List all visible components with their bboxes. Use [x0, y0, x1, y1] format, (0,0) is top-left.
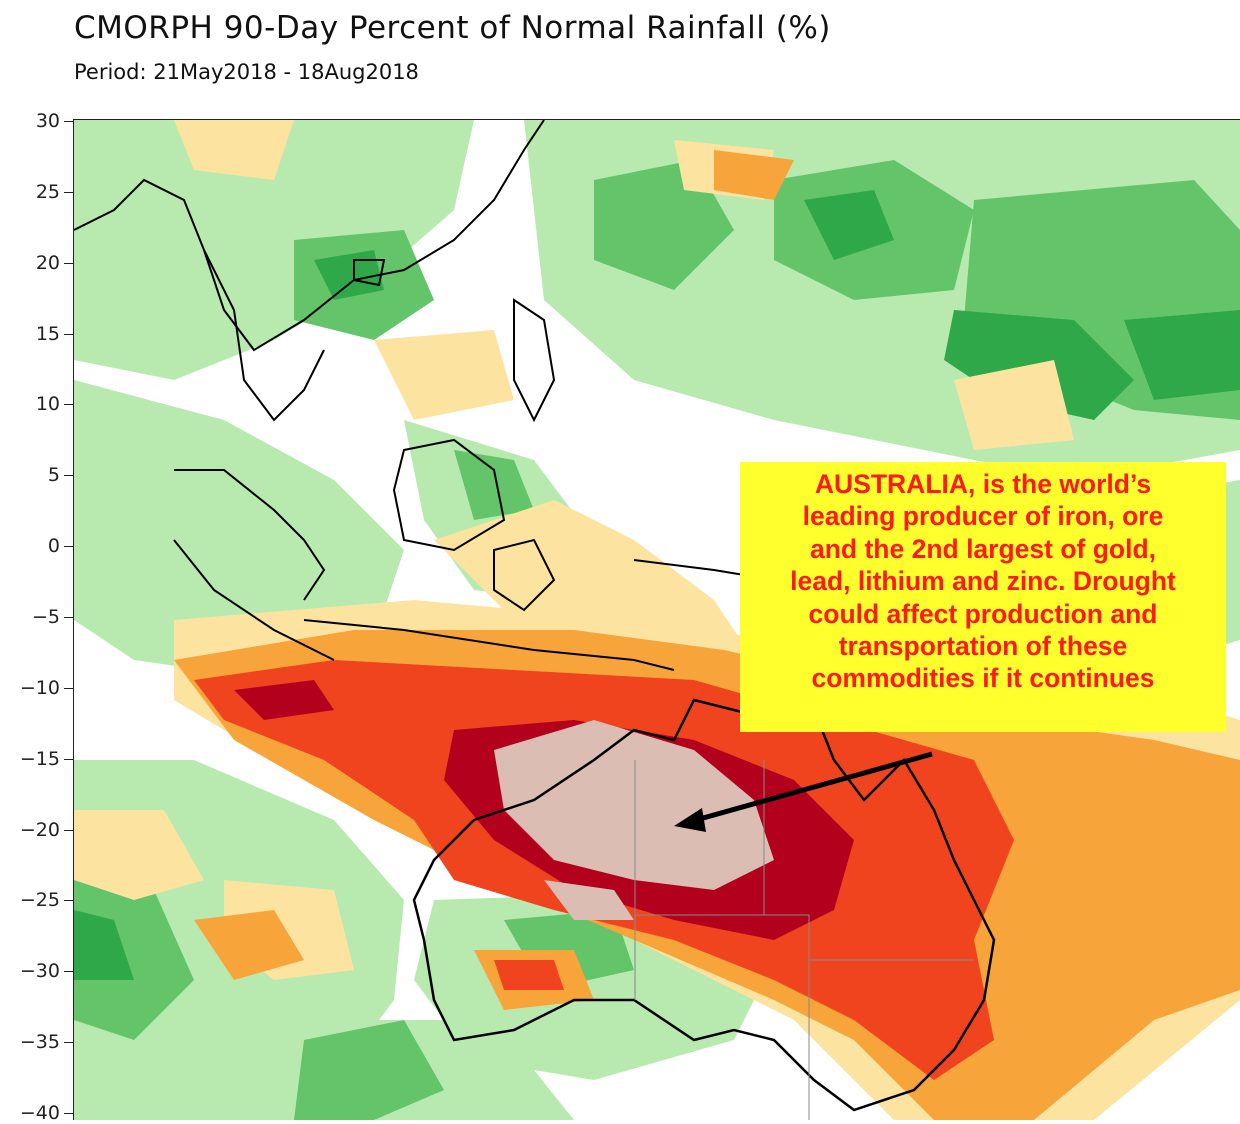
- latitude-tick-mark: [64, 546, 73, 548]
- callout-line: transportation of these: [838, 631, 1128, 662]
- latitude-tick-label: 20: [35, 251, 60, 274]
- latitude-tick-label: −30: [19, 960, 60, 983]
- latitude-tick-mark: [64, 475, 73, 477]
- latitude-tick-mark: [64, 404, 73, 406]
- latitude-tick-label: −35: [19, 1031, 60, 1054]
- latitude-tick-mark: [64, 191, 73, 193]
- map-title: CMORPH 90-Day Percent of Normal Rainfall…: [74, 10, 831, 46]
- callout-arrow: [674, 751, 933, 832]
- map-period: Period: 21May2018 - 18Aug2018: [74, 60, 419, 84]
- callout-line: could affect production and: [808, 598, 1158, 629]
- rainfall-map-canvas: [74, 120, 1240, 1120]
- asia-coastlines: [74, 120, 775, 671]
- latitude-tick-label: 5: [47, 464, 60, 487]
- latitude-tick-mark: [64, 333, 73, 335]
- callout-line: AUSTRALIA, is the world’s: [814, 469, 1152, 499]
- latitude-tick-mark: [64, 1042, 73, 1044]
- latitude-tick-label: −5: [31, 606, 60, 628]
- latitude-tick-mark: [64, 262, 73, 264]
- callout-line: leading producer of iron, ore: [802, 501, 1164, 532]
- latitude-tick-label: −25: [19, 889, 60, 912]
- dry-severe-core: [494, 720, 774, 920]
- latitude-tick-label: −10: [19, 676, 60, 699]
- latitude-tick-mark: [64, 121, 73, 122]
- latitude-tick-label: 25: [35, 180, 60, 203]
- latitude-tick-label: 10: [35, 393, 60, 416]
- latitude-tick-mark: [64, 900, 73, 902]
- latitude-tick-label: 30: [35, 110, 60, 132]
- callout-line: lead, lithium and zinc. Drought: [790, 566, 1176, 597]
- callout-line: commodities if it continues: [811, 663, 1155, 694]
- latitude-tick-label: −15: [19, 747, 60, 770]
- latitude-tick-label: 15: [35, 322, 60, 345]
- latitude-tick-label: −20: [19, 818, 60, 841]
- australia-coastline: [412, 698, 996, 1112]
- latitude-tick-label: 0: [47, 535, 60, 558]
- state-borders: [634, 760, 974, 1120]
- rainfall-map[interactable]: [73, 119, 1240, 1120]
- latitude-tick-mark: [64, 829, 73, 831]
- latitude-tick-label: −40: [19, 1102, 60, 1124]
- latitude-tick-mark: [64, 687, 73, 689]
- latitude-tick-mark: [64, 617, 73, 618]
- callout-line: and the 2nd largest of gold,: [810, 533, 1156, 564]
- latitude-tick-mark: [64, 1113, 73, 1114]
- australia-callout-box: AUSTRALIA, is the world’s leading produce…: [740, 462, 1226, 732]
- latitude-tick-mark: [64, 758, 73, 760]
- latitude-tick-mark: [64, 971, 73, 973]
